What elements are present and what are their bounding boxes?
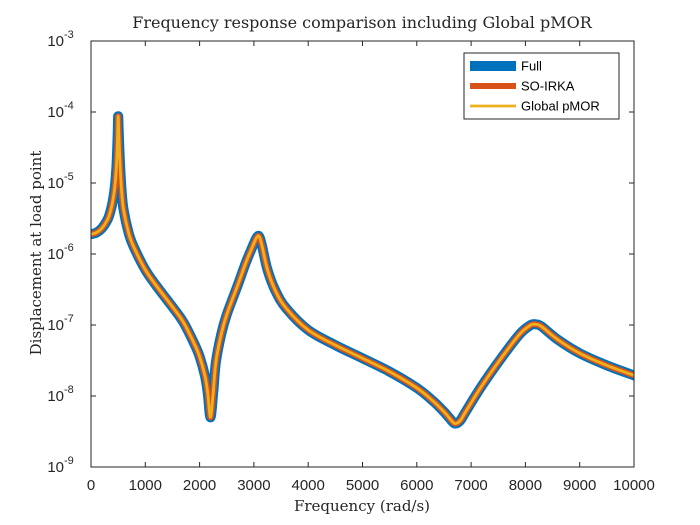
legend: Full SO-IRKA Global pMOR <box>463 52 620 120</box>
y-axis-label: Displacement at load point <box>27 151 45 356</box>
legend-label: SO-IRKA <box>521 79 575 94</box>
x-tick-label: 9000 <box>563 477 596 494</box>
legend-label: Full <box>521 59 542 74</box>
y-tick-label-exponent: -9 <box>64 455 74 467</box>
y-tick-label-exponent: -8 <box>64 384 74 396</box>
x-tick-label: 5000 <box>346 477 379 494</box>
y-tick-label-base: 10 <box>47 317 64 334</box>
x-tick-label: 3000 <box>237 477 270 494</box>
legend-label: Global pMOR <box>521 99 600 114</box>
series-group <box>91 111 634 429</box>
x-tick-label: 4000 <box>292 477 325 494</box>
x-tick-label: 1000 <box>129 477 162 494</box>
y-tick-label-exponent: -5 <box>64 171 74 183</box>
y-tick-label-exponent: -4 <box>64 100 74 112</box>
y-tick-label-base: 10 <box>47 388 64 405</box>
x-tick-label: 0 <box>87 477 95 494</box>
x-tick-label: 7000 <box>454 477 487 494</box>
x-tick-label: 6000 <box>400 477 433 494</box>
plot-frame <box>90 40 635 468</box>
y-tick-label-base: 10 <box>47 175 64 192</box>
y-tick-label-base: 10 <box>47 33 64 50</box>
y-tick-label-base: 10 <box>47 104 64 121</box>
y-tick-label-exponent: -6 <box>64 242 74 254</box>
y-tick-label-base: 10 <box>47 246 64 263</box>
y-tick-label-exponent: -7 <box>64 313 74 325</box>
x-tick-label: 8000 <box>509 477 542 494</box>
x-axis-label: Frequency (rad/s) <box>294 497 430 515</box>
x-axis-ticks: 0 1000 2000 3000 4000 5000 6000 7000 8000 9000 100… <box>87 41 655 494</box>
y-tick-label-base: 10 <box>47 459 64 476</box>
chart-title: Frequency response comparison including … <box>132 13 593 32</box>
y-axis-ticks: 10-910-810-710-610-510-410-3 <box>47 29 634 476</box>
x-tick-label: 2000 <box>183 477 216 494</box>
y-tick-label-exponent: -3 <box>64 29 74 41</box>
x-tick-label: 10000 <box>613 477 655 494</box>
series-line-global-pmor <box>91 114 634 425</box>
